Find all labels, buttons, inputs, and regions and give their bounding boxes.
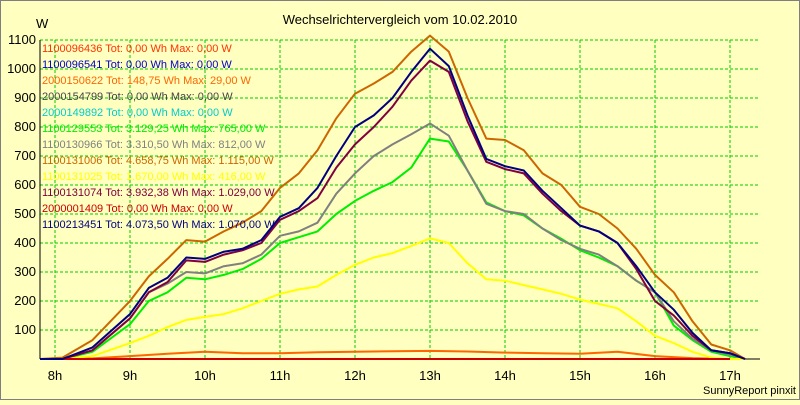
y-tick-label: 600	[14, 177, 36, 192]
legend-item: 1100096436 Tot: 0,00 Wh Max: 0,00 W	[42, 43, 232, 55]
legend-item: 2000150622 Tot: 148,75 Wh Max: 29,00 W	[42, 75, 252, 87]
grid	[40, 39, 760, 359]
series-group	[39, 34, 746, 360]
legend-item: 1100131025 Tot: 1.670,00 Wh Max: 416,00 …	[42, 171, 266, 183]
y-axis-label: W	[36, 16, 49, 31]
y-tick-label: 300	[14, 264, 36, 279]
legend-item: 2000154799 Tot: 0,00 Wh Max: 0,00 W	[42, 91, 233, 103]
x-tick-label: 13h	[419, 368, 441, 383]
x-tick-label: 15h	[569, 368, 591, 383]
legend-item: 1100129553 Tot: 3.129,25 Wh Max: 765,00 …	[42, 123, 266, 135]
x-tick-label: 14h	[494, 368, 516, 383]
x-tick-label: 16h	[644, 368, 666, 383]
x-tick-label: 11h	[270, 368, 291, 383]
x-tick-label: 12h	[344, 368, 366, 383]
y-tick-label: 100	[14, 322, 36, 337]
y-tick-label: 700	[14, 148, 36, 163]
legend-item: 1100131074 Tot: 3.932,38 Wh Max: 1.029,0…	[42, 187, 275, 199]
series-line-8	[39, 34, 746, 360]
legend-item: 1100096541 Tot: 0,00 Wh Max: 0,00 W	[42, 59, 232, 71]
y-tick-label: 500	[14, 206, 36, 221]
legend-item: 1100130966 Tot: 3.310,50 Wh Max: 812,00 …	[42, 139, 266, 151]
series-line-3	[54, 349, 731, 360]
x-tick-label: 9h	[123, 368, 137, 383]
series-line-7	[40, 122, 746, 360]
y-tick-label: 200	[14, 293, 36, 308]
x-tick-label: 17h	[719, 368, 741, 383]
series-line-12	[40, 47, 746, 360]
y-tick-label: 800	[14, 119, 36, 134]
y-tick-label: 900	[14, 90, 36, 105]
legend-item: 2000149892 Tot: 0,00 Wh Max: 0,00 W	[42, 107, 233, 119]
y-tick-label: 400	[14, 235, 36, 250]
footer-label: SunnyReport pinxit	[703, 385, 796, 397]
y-tick-label: 1000	[7, 61, 36, 76]
legend-item: 1100131006 Tot: 4.658,75 Wh Max: 1.115,0…	[42, 155, 274, 167]
chart-title: Wechselrichtervergleich vom 10.02.2010	[283, 12, 518, 27]
legend-item: 2000001409 Tot: 0,00 Wh Max: 0,00 W	[42, 203, 233, 215]
series-line-9	[40, 237, 745, 360]
x-tick-label: 10h	[194, 368, 216, 383]
x-tick-label: 8h	[48, 368, 62, 383]
legend: 1100096436 Tot: 0,00 Wh Max: 0,00 W 11000…	[42, 43, 275, 231]
legend-item: 1100213451 Tot: 4.073,50 Wh Max: 1.070,0…	[42, 219, 275, 231]
y-tick-label: 1100	[8, 32, 36, 47]
series-line-10	[40, 59, 746, 360]
